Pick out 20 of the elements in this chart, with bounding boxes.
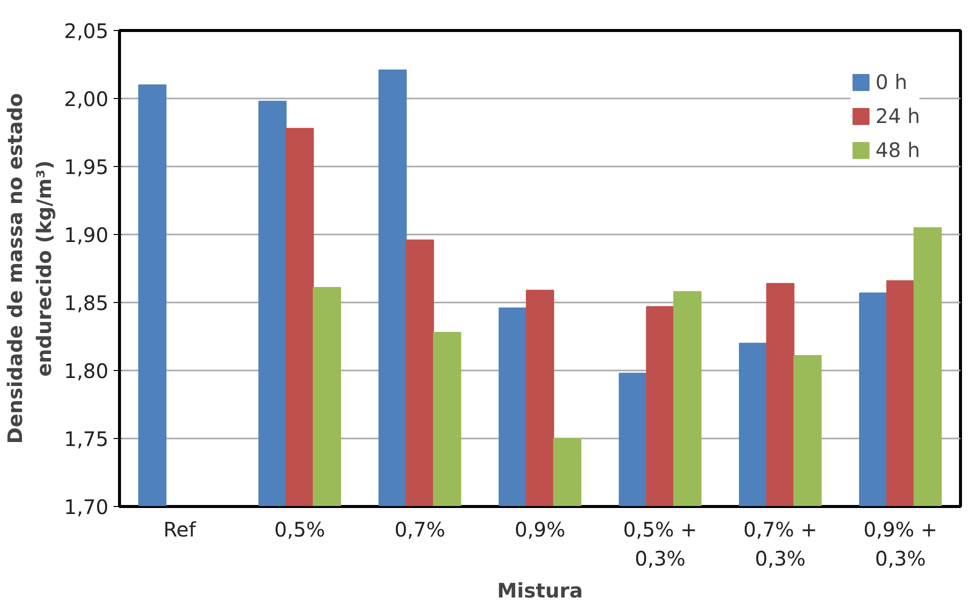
y-tick-label: 1,80 bbox=[64, 359, 108, 383]
legend-label: 48 h bbox=[876, 138, 920, 162]
y-tick-label: 1,90 bbox=[64, 223, 108, 247]
y-tick-label: 2,00 bbox=[64, 87, 108, 111]
legend-label: 24 h bbox=[876, 104, 920, 128]
y-tick-label: 1,75 bbox=[64, 427, 108, 451]
x-tick-label: 0,5% + 0,3% bbox=[623, 518, 698, 570]
x-axis-title: Mistura bbox=[497, 578, 583, 602]
x-tick-label: Ref bbox=[163, 518, 197, 542]
y-tick-label: 1,95 bbox=[64, 155, 108, 179]
y-tick-label: 2,05 bbox=[64, 19, 108, 43]
x-tick-label: 0,5% bbox=[274, 518, 326, 542]
legend-label: 0 h bbox=[876, 70, 908, 94]
x-tick-label: 0,7% + 0,3% bbox=[743, 518, 818, 570]
y-axis-title: Densidade de massa no estado endurecido (kg/m³) bbox=[3, 93, 56, 444]
y-tick-label: 1,70 bbox=[64, 495, 108, 519]
x-tick-label: 0,7% bbox=[394, 518, 446, 542]
y-tick-label: 1,85 bbox=[64, 291, 108, 315]
x-tick-label: 0,9% + 0,3% bbox=[863, 518, 938, 570]
x-tick-label: 0,9% bbox=[514, 518, 566, 542]
